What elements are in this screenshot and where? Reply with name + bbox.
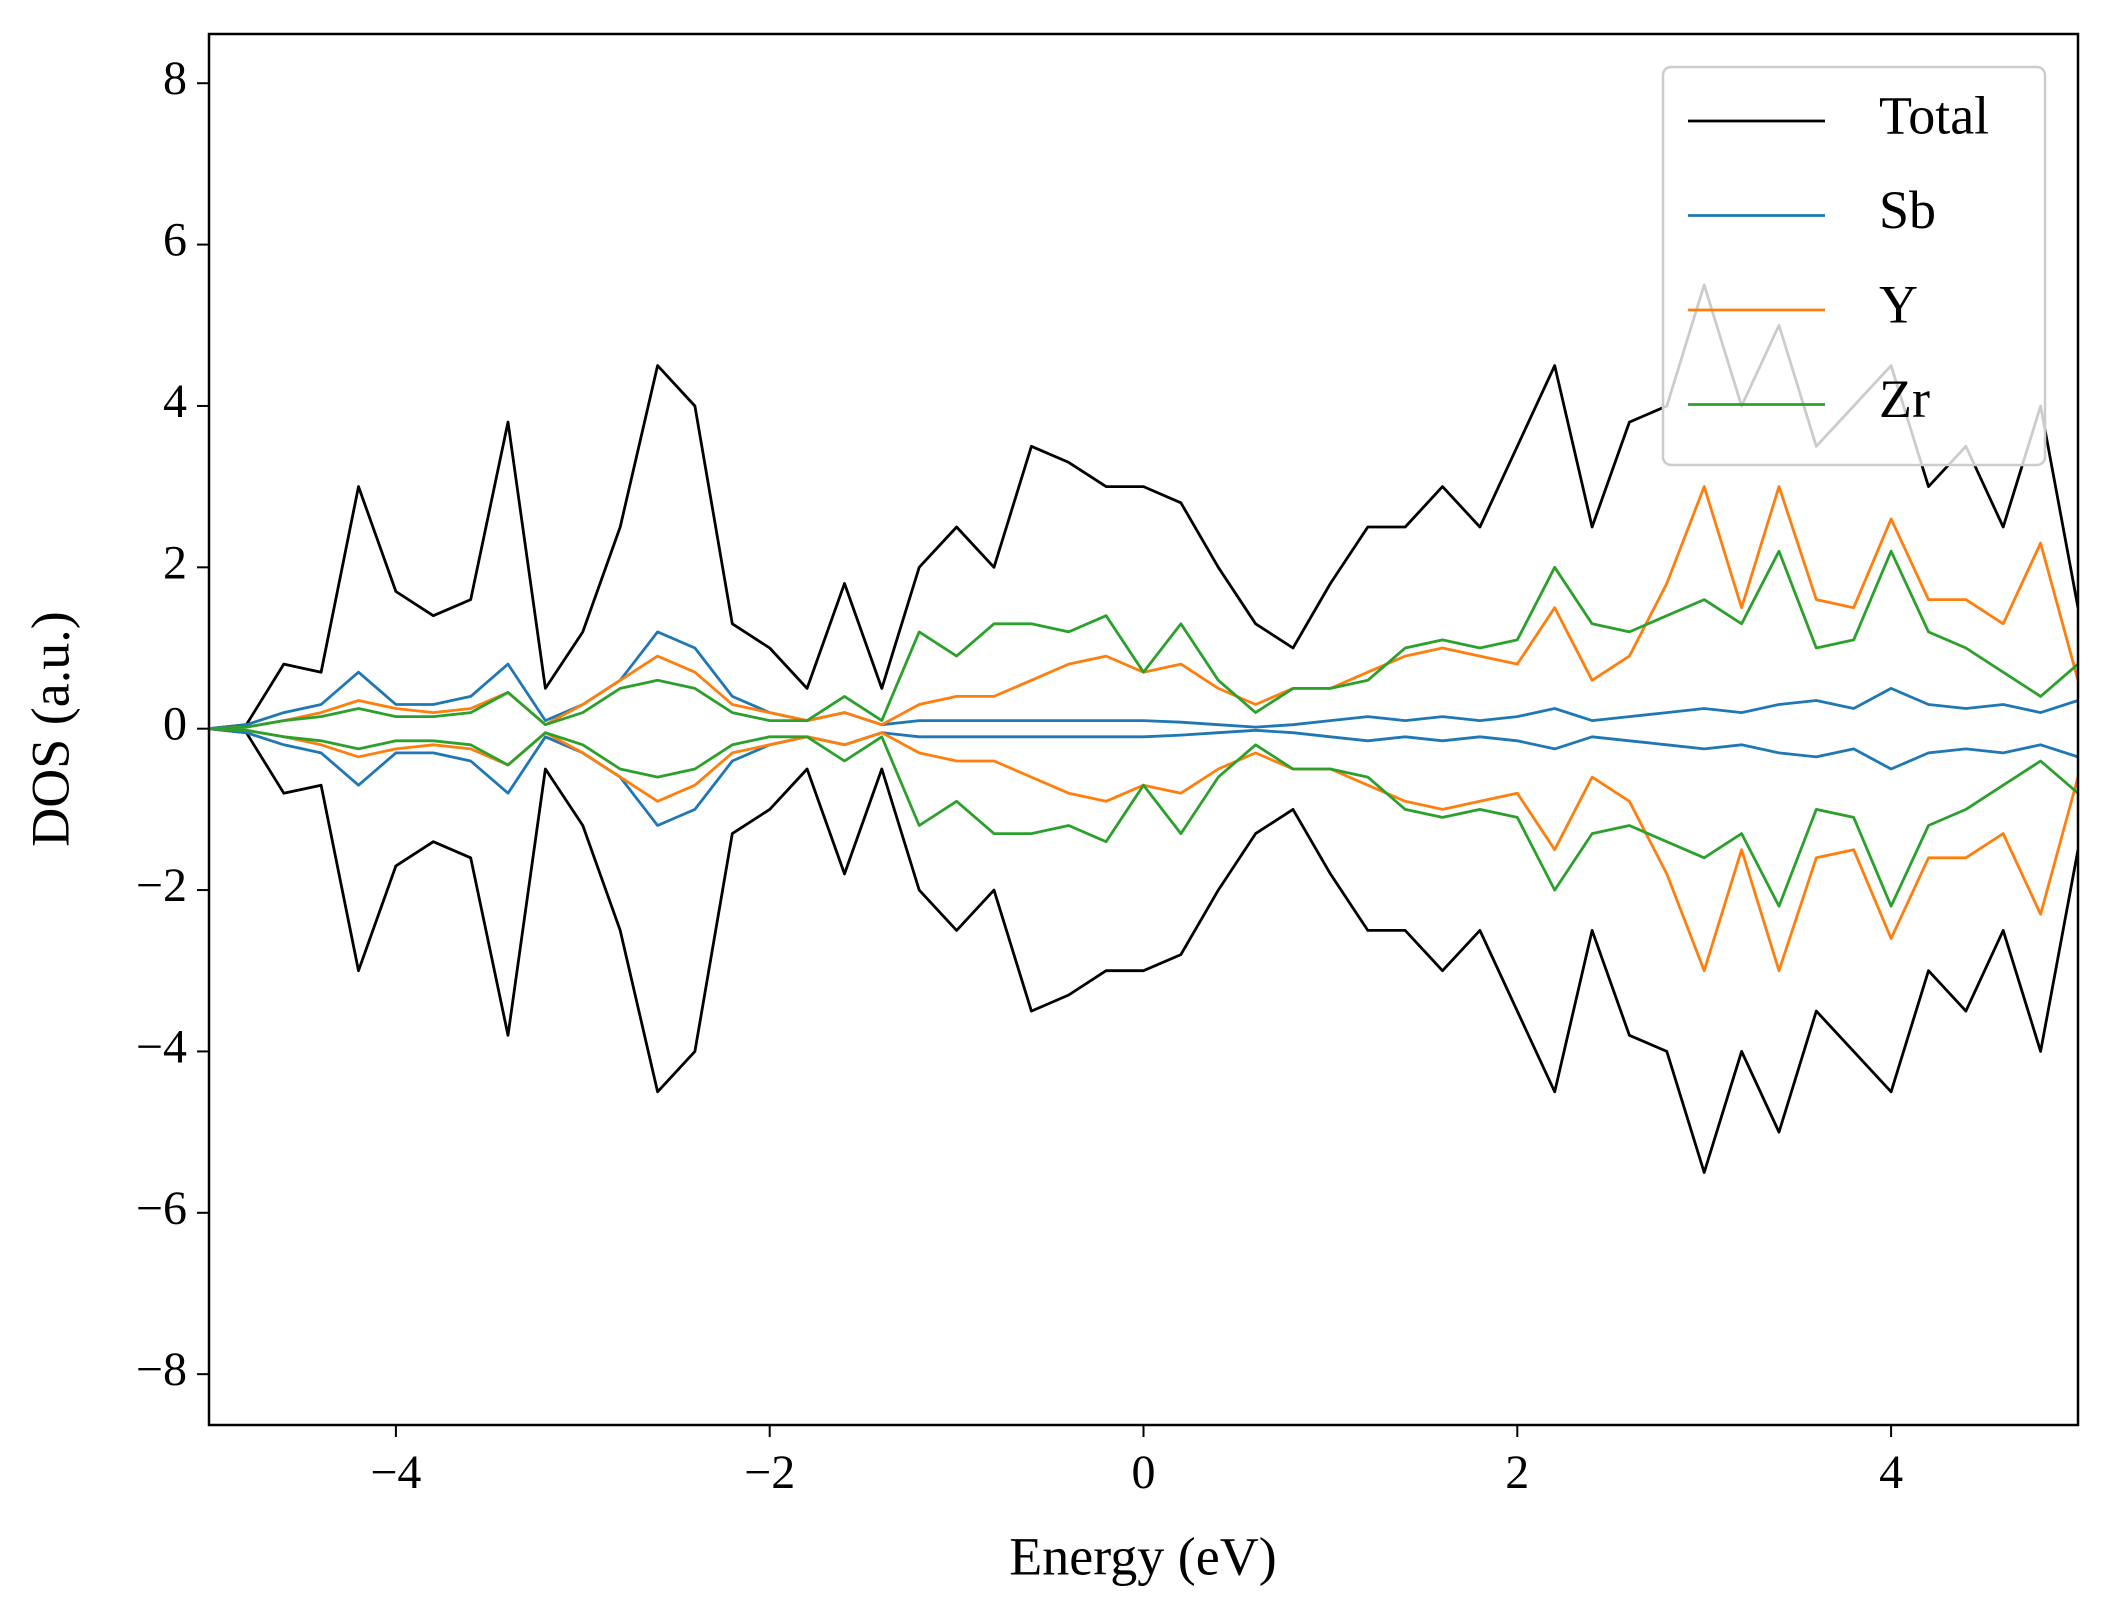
- dos-line: [209, 727, 2078, 827]
- y-tick-label: −2: [136, 859, 187, 912]
- legend-label: Total: [1879, 85, 1989, 145]
- y-tick-label: −4: [136, 1020, 187, 1073]
- y-tick-label: 4: [163, 375, 187, 428]
- x-tick-label: 0: [1132, 1446, 1156, 1499]
- dos-line: [209, 485, 2078, 731]
- legend-label: Sb: [1879, 180, 1936, 240]
- x-tick-label: 4: [1879, 1446, 1903, 1499]
- y-axis-label: DOS (a.u.): [20, 611, 80, 846]
- y-tick-label: 0: [163, 698, 187, 751]
- x-axis-label: Energy (eV): [1009, 1526, 1276, 1586]
- dos-line: [209, 727, 2078, 908]
- legend-label: Y: [1879, 274, 1918, 334]
- dos-line: [209, 727, 2078, 973]
- plot-frame: [207, 32, 2080, 1427]
- x-tick-label: −4: [370, 1446, 421, 1499]
- dos-line: [209, 727, 2078, 1174]
- y-tick-label: −6: [136, 1182, 187, 1235]
- dos-line: [209, 549, 2078, 731]
- y-tick-label: 2: [163, 536, 187, 589]
- y-tick-label: 8: [163, 52, 187, 105]
- y-tick-label: 6: [163, 214, 187, 267]
- x-tick-label: 2: [1505, 1446, 1529, 1499]
- dos-line: [209, 630, 2078, 731]
- x-tick-label: −2: [744, 1446, 795, 1499]
- y-tick-label: −8: [136, 1343, 187, 1396]
- legend-label: Zr: [1879, 369, 1930, 429]
- legend-box: [1661, 65, 2047, 467]
